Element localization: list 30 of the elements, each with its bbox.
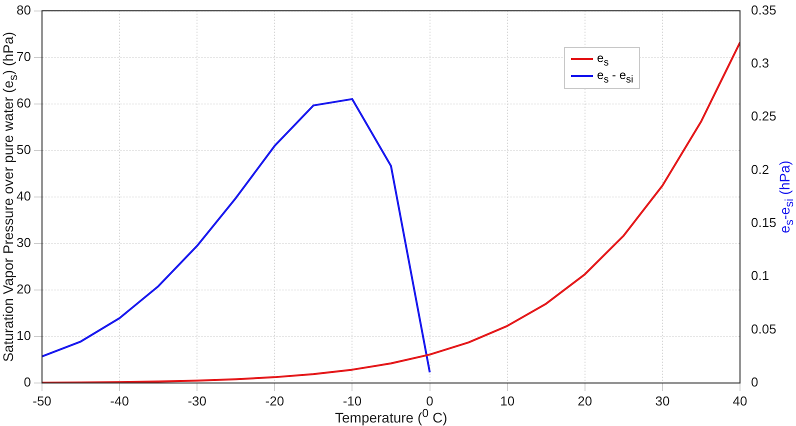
y-tick-label: 50: [16, 142, 31, 157]
y2-tick-label: 0.1: [751, 268, 770, 284]
x-tick-label: 20: [578, 393, 592, 408]
y-tick-label: 70: [16, 48, 31, 64]
legend-label: e$_{s}$ - e$_{si}$: [597, 68, 634, 85]
x-tick-label: 40: [732, 393, 748, 408]
y-tick-label: 0: [24, 374, 31, 390]
x-tick-label: 30: [655, 393, 670, 408]
x-tick-label: -20: [265, 393, 284, 408]
y-tick-label: 80: [16, 2, 31, 18]
y2-tick-label: 0.05: [751, 321, 776, 336]
y2-tick-label: 0.3: [751, 56, 770, 71]
x-tick-label: 10: [500, 393, 515, 408]
y2-tick-label: 0.15: [751, 215, 776, 230]
legend-label: e$_{s}$: [597, 50, 609, 68]
y-tick-label: 10: [16, 328, 31, 344]
y-tick-label: 40: [16, 188, 31, 204]
y2-tick-label: 0.2: [751, 162, 770, 177]
y2-tick-label: 0: [751, 374, 758, 390]
y-tick-label: 60: [16, 95, 31, 110]
y2-tick-label: 0.25: [751, 108, 776, 124]
y2-tick-label: 0.35: [751, 2, 776, 18]
x-axis-title: Temperature ($^{0}$ C): [335, 407, 448, 426]
x-tick-label: -50: [32, 393, 52, 408]
x-tick-label: -10: [342, 393, 362, 408]
y-tick-label: 30: [16, 235, 31, 250]
y-tick-label: 20: [16, 282, 31, 297]
x-tick-label: -30: [188, 393, 207, 408]
x-tick-label: -40: [110, 393, 129, 408]
x-tick-label: 0: [426, 393, 434, 408]
